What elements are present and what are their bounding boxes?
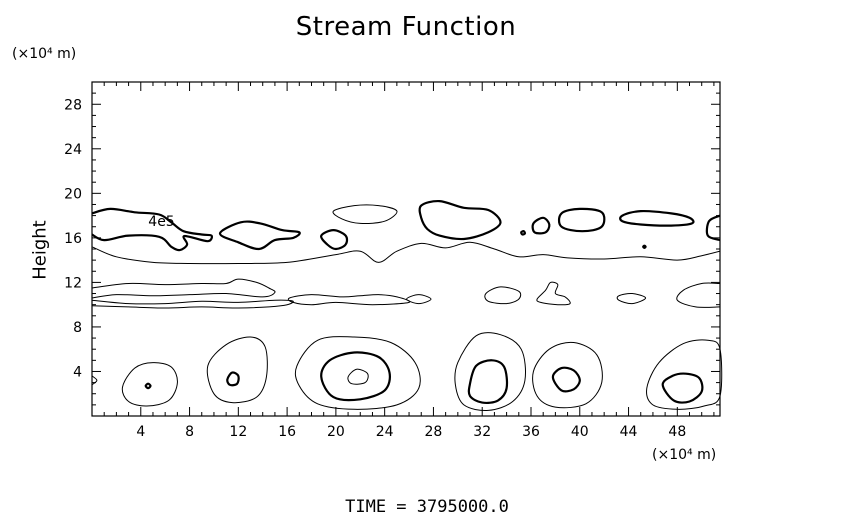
thick-contour-line (705, 214, 721, 242)
x-axis-unit: (×10⁴ m) (652, 447, 717, 463)
y-tick-label: 4 (73, 364, 82, 380)
thin-contour-line (616, 292, 647, 305)
contour-label: 4e5 (148, 214, 174, 230)
time-label: TIME = 3795000.0 (345, 497, 509, 517)
thin-contour-line (332, 204, 398, 225)
chart-title: Stream Function (295, 12, 517, 42)
axis-ticks (92, 82, 720, 416)
x-tick-label: 4 (136, 424, 145, 440)
thick-contour-line (557, 207, 606, 233)
x-tick-label: 8 (185, 424, 194, 440)
thick-contour-line (418, 199, 502, 241)
x-tick-label: 28 (425, 424, 443, 440)
x-tick-label: 20 (327, 424, 345, 440)
thick-contour-line (551, 366, 581, 393)
thin-contour-line (91, 299, 294, 309)
thin-contour-line (287, 294, 411, 306)
y-tick-label: 16 (64, 231, 82, 247)
thin-contour-line (121, 362, 178, 407)
thin-contour-line (454, 332, 526, 412)
x-tick-label: 32 (473, 424, 491, 440)
plot-frame (91, 81, 721, 417)
thin-contour-line (347, 368, 369, 385)
thick-contour-line (520, 230, 527, 236)
thin-contour-line (91, 241, 721, 265)
x-tick-label: 24 (376, 424, 394, 440)
thick-contour-line (467, 359, 509, 405)
y-tick-label: 24 (64, 142, 82, 158)
thin-contour-line (536, 281, 571, 306)
y-axis-label: Height (29, 220, 51, 280)
thick-contour-line (91, 207, 213, 252)
thin-contour-line (91, 278, 276, 299)
thin-contour-line (676, 282, 721, 308)
y-tick-label: 8 (73, 320, 82, 336)
thin-contour-line (206, 336, 268, 404)
thin-contour-line (91, 375, 98, 386)
thin-contour-line (646, 339, 723, 410)
x-tick-label: 44 (620, 424, 638, 440)
thick-contour-line (531, 216, 551, 235)
thick-contour-group (91, 199, 721, 405)
thin-contour-line (294, 336, 421, 410)
thin-contour-line (532, 341, 603, 409)
thin-contour-line (484, 286, 522, 305)
y-tick-label: 28 (64, 97, 82, 113)
thick-contour-line (619, 209, 695, 227)
thin-contour-line (406, 294, 432, 305)
thick-contour-line (218, 220, 301, 251)
y-tick-label: 12 (64, 275, 82, 291)
y-axis-unit: (×10⁴ m) (12, 46, 77, 62)
thick-contour-line (320, 351, 391, 402)
x-tick-label: 40 (571, 424, 589, 440)
thick-contour-line (661, 372, 704, 404)
y-tick-label: 20 (64, 186, 82, 202)
x-tick-label: 48 (668, 424, 686, 440)
thick-contour-line (642, 244, 647, 250)
x-tick-label: 16 (278, 424, 296, 440)
thick-contour-line (144, 382, 152, 390)
x-tick-label: 36 (522, 424, 540, 440)
x-tick-label: 12 (229, 424, 247, 440)
thick-contour-line (226, 371, 240, 387)
thin-contour-group (91, 204, 723, 412)
thick-contour-line (320, 228, 349, 251)
